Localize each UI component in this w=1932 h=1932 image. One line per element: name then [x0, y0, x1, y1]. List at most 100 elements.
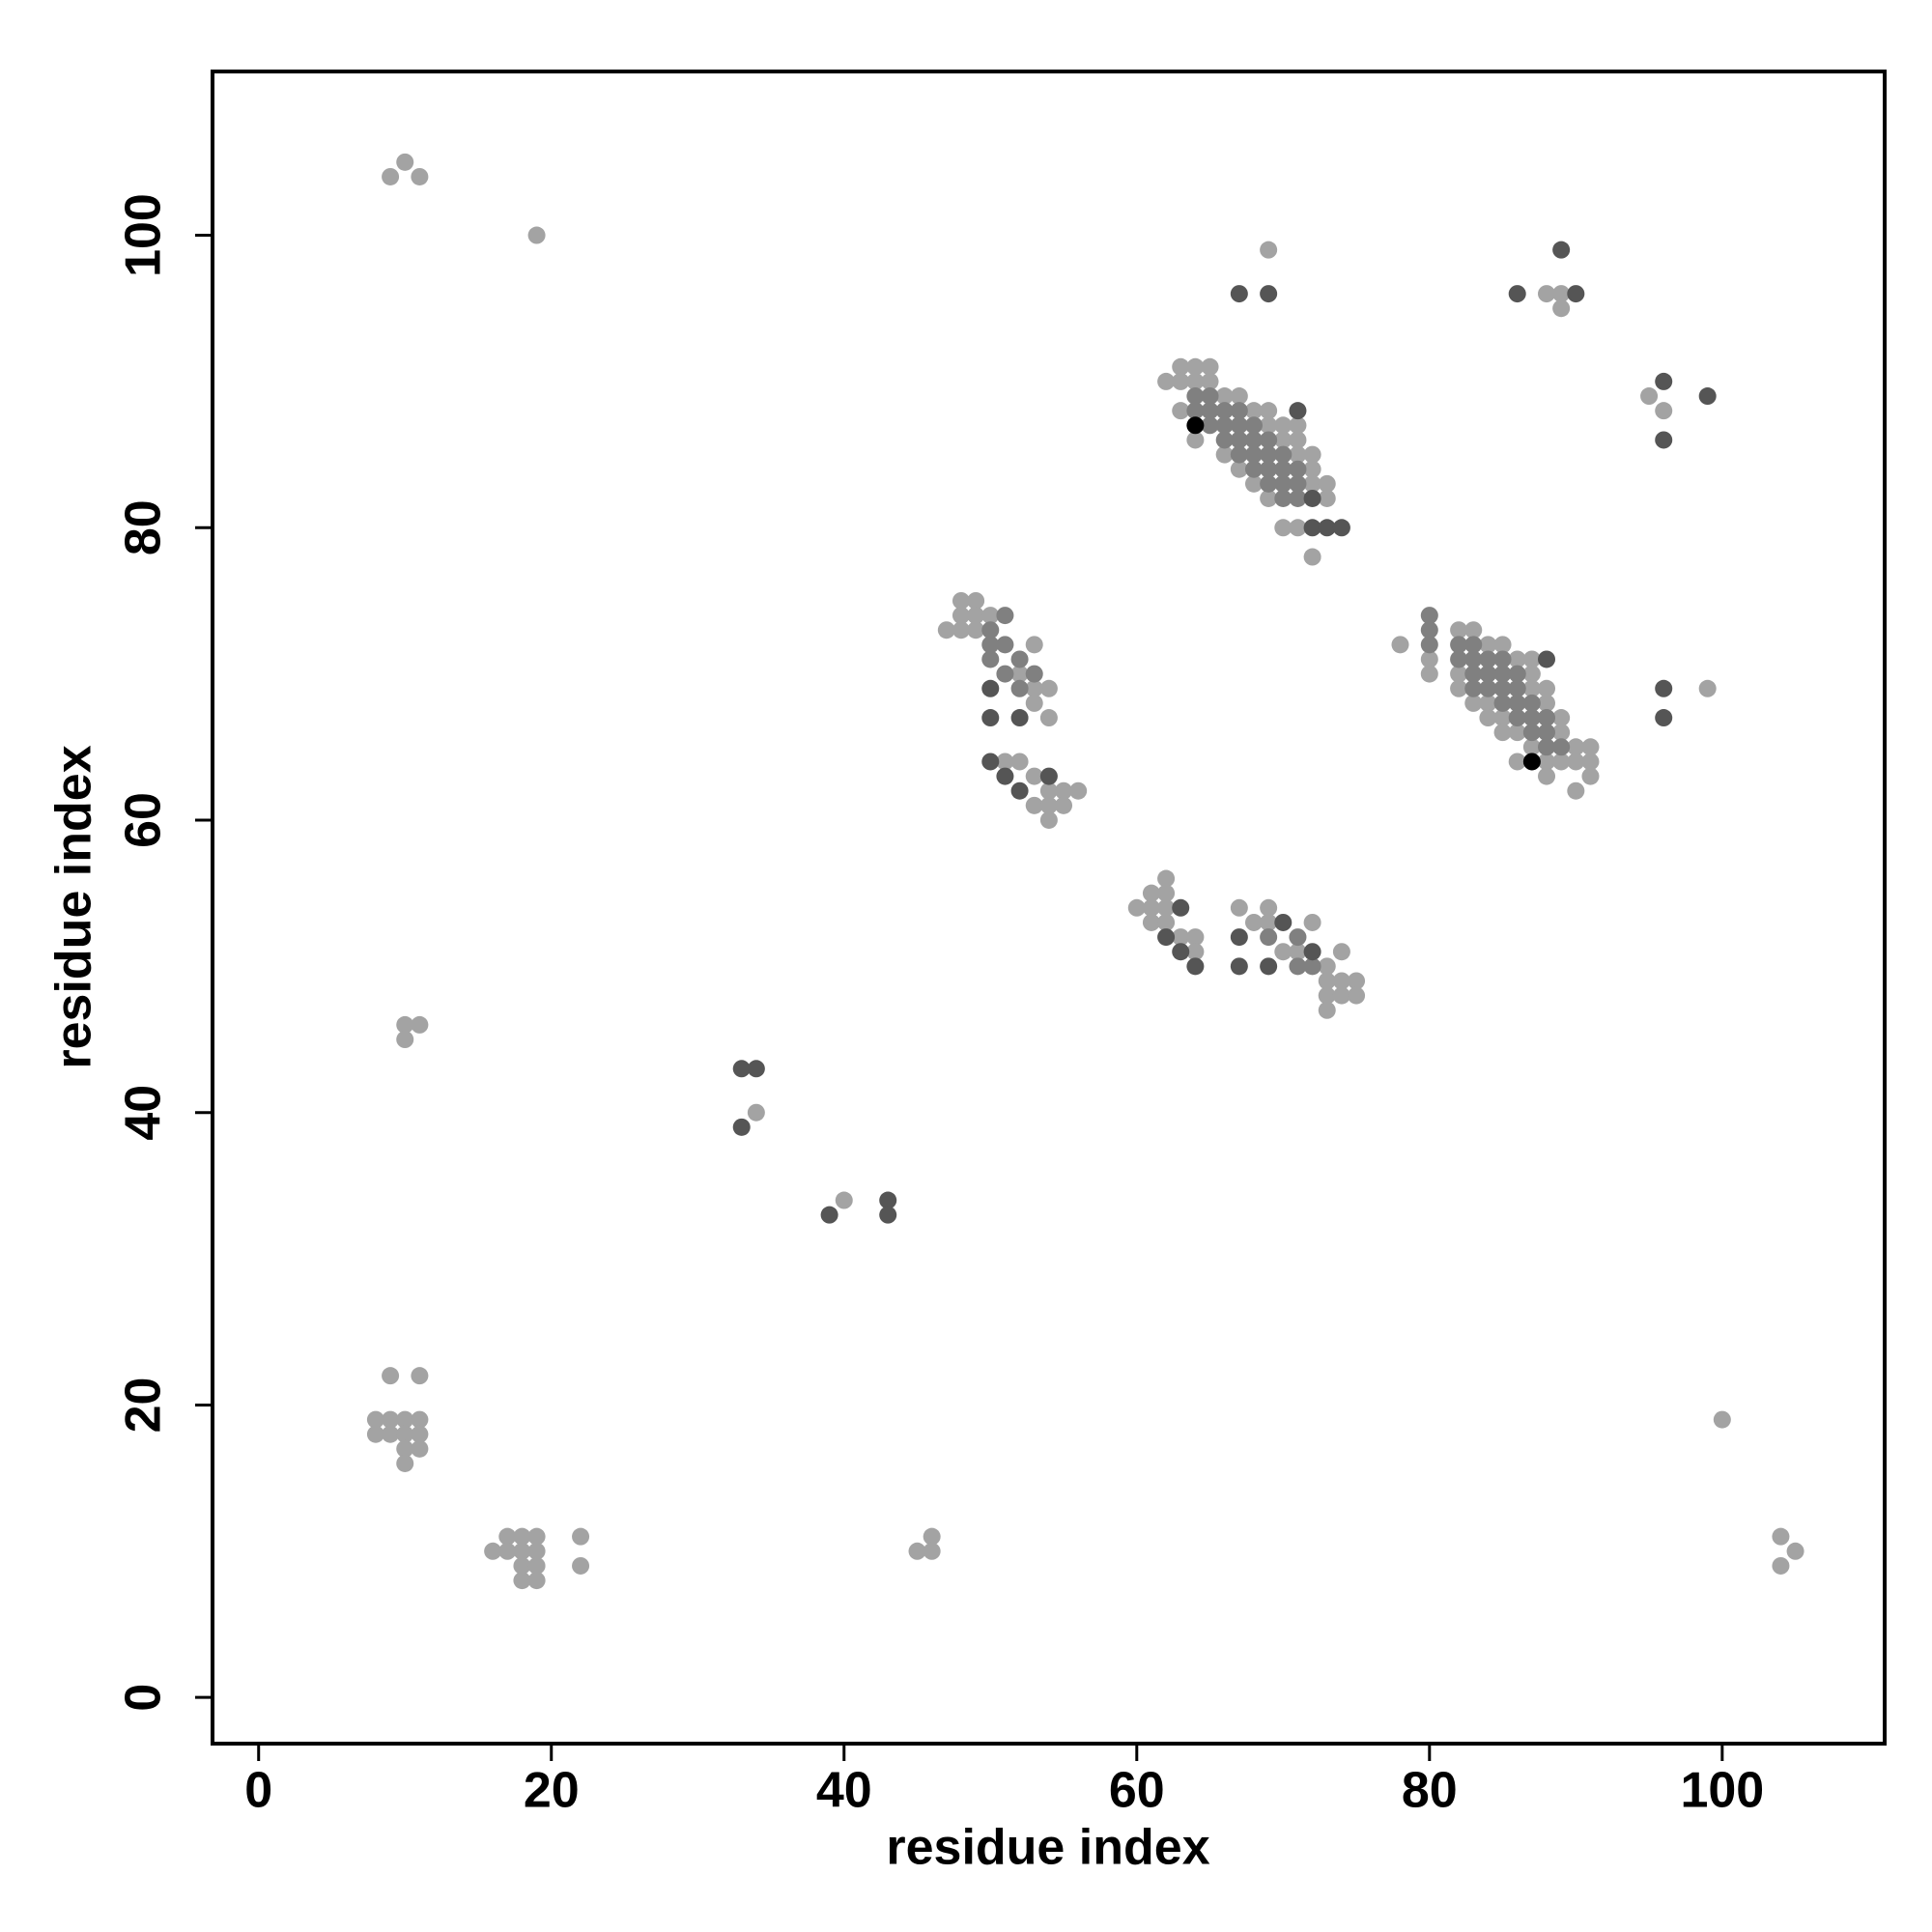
- x-tick-label: 60: [1109, 1763, 1165, 1819]
- y-tick-label: 20: [116, 1378, 172, 1434]
- point: [1332, 972, 1350, 990]
- y-tick-label: 60: [116, 792, 172, 848]
- point: [1172, 898, 1190, 917]
- point: [382, 1410, 400, 1429]
- point: [908, 1542, 926, 1560]
- point: [1215, 387, 1234, 406]
- point: [396, 1439, 414, 1458]
- point: [1010, 679, 1029, 697]
- point: [1025, 665, 1043, 683]
- point: [996, 607, 1014, 625]
- point: [747, 1060, 765, 1078]
- point: [981, 607, 1000, 625]
- point: [1318, 519, 1336, 537]
- point: [1508, 724, 1526, 742]
- point: [1640, 387, 1659, 406]
- point: [1552, 299, 1571, 318]
- point: [1260, 489, 1278, 507]
- point: [1230, 387, 1248, 406]
- point: [1260, 913, 1278, 931]
- point: [1786, 1542, 1804, 1560]
- point: [1142, 898, 1160, 917]
- point: [1493, 650, 1512, 668]
- point: [1230, 460, 1248, 478]
- point: [967, 591, 985, 610]
- point: [1010, 650, 1029, 668]
- point: [1508, 694, 1526, 712]
- point: [396, 1410, 414, 1429]
- point: [1552, 753, 1571, 771]
- point: [1230, 431, 1248, 449]
- point: [1142, 884, 1160, 902]
- point: [1581, 753, 1600, 771]
- point: [1157, 898, 1176, 917]
- point: [1538, 767, 1556, 785]
- point: [1464, 636, 1483, 654]
- point: [1655, 372, 1673, 390]
- point: [1260, 416, 1278, 435]
- point: [923, 1527, 941, 1546]
- point: [996, 636, 1014, 654]
- point: [1260, 445, 1278, 464]
- point: [923, 1542, 941, 1560]
- point: [1332, 943, 1350, 961]
- point: [1230, 402, 1248, 420]
- point: [1260, 431, 1278, 449]
- point: [1274, 431, 1293, 449]
- point: [1274, 416, 1293, 435]
- point: [1025, 796, 1043, 814]
- point: [1581, 767, 1600, 785]
- point: [1172, 943, 1190, 961]
- point: [1538, 724, 1556, 742]
- point: [1186, 416, 1205, 435]
- point: [1260, 285, 1278, 303]
- point: [1552, 738, 1571, 756]
- point: [1157, 928, 1176, 947]
- point: [1274, 445, 1293, 464]
- point: [1157, 913, 1176, 931]
- point: [1655, 679, 1673, 697]
- point: [981, 679, 1000, 697]
- point: [396, 1015, 414, 1034]
- point: [1172, 402, 1190, 420]
- x-tick-label: 20: [524, 1763, 580, 1819]
- point: [1172, 357, 1190, 376]
- point: [1244, 445, 1263, 464]
- point: [1522, 753, 1541, 771]
- point: [1522, 738, 1541, 756]
- point: [1186, 372, 1205, 390]
- point: [1450, 621, 1468, 639]
- point: [1493, 694, 1512, 712]
- point: [1186, 957, 1205, 976]
- point: [1289, 445, 1307, 464]
- point: [1581, 738, 1600, 756]
- y-axis-title: residue index: [46, 745, 102, 1068]
- point: [1157, 372, 1176, 390]
- point: [527, 226, 546, 244]
- point: [1464, 665, 1483, 683]
- point: [1538, 285, 1556, 303]
- point: [1493, 724, 1512, 742]
- point: [1420, 650, 1438, 668]
- point: [1186, 943, 1205, 961]
- y-tick-label: 80: [116, 499, 172, 555]
- point: [527, 1572, 546, 1590]
- point: [1567, 285, 1585, 303]
- point: [1201, 416, 1219, 435]
- point: [1289, 943, 1307, 961]
- point: [1186, 402, 1205, 420]
- point: [1655, 431, 1673, 449]
- point: [1318, 1001, 1336, 1019]
- point: [1655, 402, 1673, 420]
- point: [981, 636, 1000, 654]
- point: [1303, 957, 1321, 976]
- point: [1538, 709, 1556, 727]
- point: [1039, 796, 1058, 814]
- point: [1655, 709, 1673, 727]
- point: [1420, 621, 1438, 639]
- point: [1303, 913, 1321, 931]
- point: [1303, 519, 1321, 537]
- point: [1464, 650, 1483, 668]
- point: [1420, 665, 1438, 683]
- point: [1230, 928, 1248, 947]
